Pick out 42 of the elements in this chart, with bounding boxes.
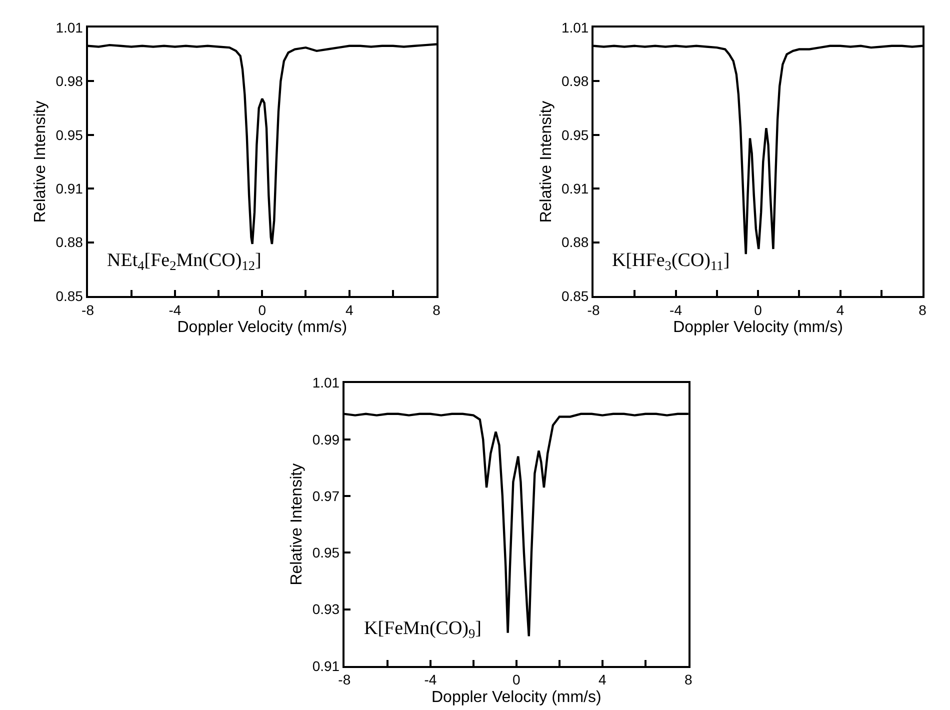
- x-tick-label: -8: [82, 302, 94, 318]
- y-tick-label: 0.95: [561, 126, 589, 143]
- y-tick-label: 0.91: [312, 658, 340, 674]
- x-tick-label: 0: [512, 672, 521, 688]
- y-tick-label: 0.97: [312, 488, 340, 504]
- y-tick-label: 0.85: [561, 288, 589, 304]
- y-axis-title: Relative Intensity: [288, 463, 306, 586]
- y-tick-label: 0.98: [56, 73, 84, 90]
- y-tick-label: 0.88: [561, 234, 589, 250]
- x-tick-label: 0: [754, 302, 762, 318]
- x-axis-title: Doppler Velocity (mm/s): [177, 319, 348, 336]
- y-tick-label: 0.88: [56, 234, 84, 250]
- y-tick-label: 0.95: [56, 126, 84, 143]
- y-tick-label: 0.85: [56, 288, 84, 304]
- x-tick-label: 8: [432, 302, 441, 318]
- annotation: K[HFe$_{3}$(CO)$_{11}$]: [612, 250, 730, 273]
- annotation: K[FeMn(CO)$_{9}$]: [364, 618, 482, 641]
- x-tick-label: -4: [168, 302, 182, 318]
- x-tick-label: -4: [670, 302, 682, 318]
- x-axis-title: Doppler Velocity (mm/s): [673, 319, 843, 336]
- x-tick-label: -8: [587, 302, 600, 318]
- y-tick-label: 0.95: [312, 544, 340, 561]
- y-axis-title: Relative Intensity: [538, 100, 555, 223]
- x-tick-label: -4: [424, 672, 437, 688]
- x-tick-label: 0: [258, 302, 266, 318]
- x-tick-label: 8: [918, 302, 927, 318]
- x-tick-label: 8: [684, 672, 693, 688]
- y-tick-label: 0.98: [561, 73, 589, 90]
- y-tick-label: 0.99: [312, 431, 340, 448]
- x-tick-label: -8: [338, 672, 351, 688]
- annotation: NEt$_{4}$[Fe$_{2}$Mn(CO)$_{12}$]: [107, 250, 262, 273]
- x-tick-label: 4: [836, 302, 844, 318]
- y-axis-title: Relative Intensity: [32, 100, 50, 223]
- y-tick-label: 0.91: [561, 180, 589, 196]
- x-tick-label: 4: [345, 302, 354, 318]
- y-tick-label: 1.01: [561, 19, 589, 36]
- y-tick-label: 0.91: [56, 180, 84, 196]
- x-axis-title: Doppler Velocity (mm/s): [432, 688, 602, 706]
- y-tick-label: 1.01: [56, 19, 84, 36]
- y-tick-label: 0.93: [312, 601, 340, 618]
- x-tick-label: 4: [598, 672, 607, 688]
- y-tick-label: 1.01: [312, 374, 340, 391]
